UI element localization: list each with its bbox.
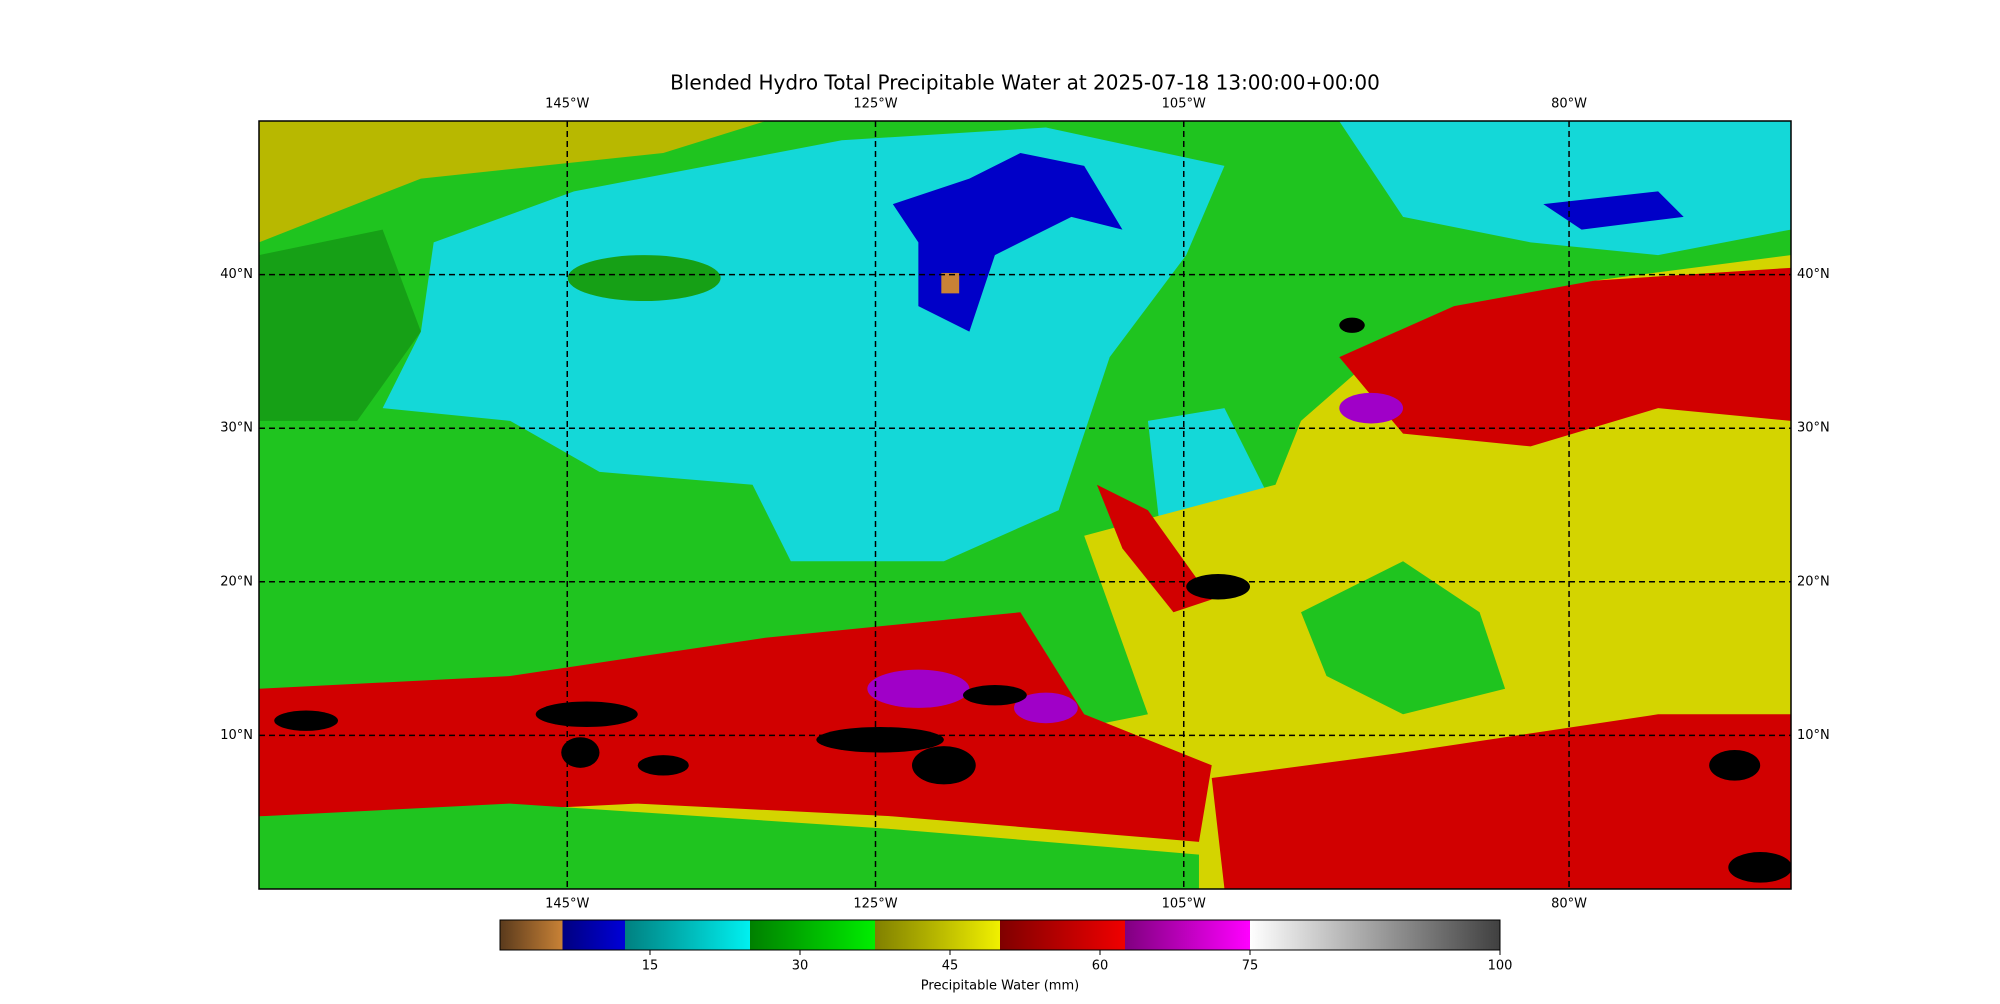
lat-label: 10°N [220, 728, 253, 743]
lat-label: 20°N [1797, 574, 1830, 589]
colorbar-segment [1250, 920, 1500, 950]
lon-label: 125°W [853, 97, 897, 112]
colorbar-segment [625, 920, 750, 950]
region-darkgreen [259, 229, 421, 421]
colorbar-tick-label: 30 [792, 959, 809, 974]
region-red [1339, 267, 1791, 447]
lon-label: 105°W [1162, 97, 1206, 112]
colorbar-tick-label: 15 [642, 959, 659, 974]
colorbar-tick-label: 100 [1488, 959, 1513, 974]
colorbar-segment [750, 920, 875, 950]
region-red [1096, 484, 1212, 613]
map-frame [258, 120, 1792, 890]
lon-label: 80°W [1551, 97, 1587, 112]
colorbar-tick-label: 45 [942, 959, 959, 974]
region-brown [941, 272, 960, 294]
region-green [1301, 561, 1506, 715]
lat-label: 10°N [1797, 728, 1830, 743]
region-red [259, 612, 1212, 842]
lon-label: 80°W [1551, 897, 1587, 912]
lat-label: 40°N [1797, 267, 1830, 282]
lat-label: 20°N [220, 574, 253, 589]
region-cyan [1339, 121, 1791, 256]
region-magenta [867, 392, 1404, 724]
lon-label: 105°W [1162, 897, 1206, 912]
region-blue [1543, 191, 1684, 230]
region-darkgreen [567, 255, 721, 302]
title: Blended Hydro Total Precipitable Water a… [670, 71, 1380, 95]
colorbar-label: Precipitable Water (mm) [921, 979, 1079, 994]
field-regions [259, 121, 1791, 889]
region-yellow [259, 121, 766, 243]
colorbar-segment [875, 920, 1000, 950]
region-red [1211, 714, 1791, 889]
colorbar-segment [562, 920, 625, 950]
lon-label: 145°W [545, 97, 589, 112]
lat-label: 40°N [220, 267, 253, 282]
region-green [259, 803, 1199, 889]
map-field [259, 121, 1791, 889]
colorbar-frame [499, 919, 1501, 951]
colorbar-segment [1125, 920, 1250, 950]
colorbar-tick-label: 75 [1242, 959, 1259, 974]
lon-label: 125°W [853, 897, 897, 912]
lat-label: 30°N [1797, 421, 1830, 436]
colorbar: 15 30 45 60 75 100 [499, 919, 1513, 974]
colorbar-segment [500, 920, 563, 950]
lat-label: 30°N [220, 421, 253, 436]
graticule: 145°W 145°W 125°W 125°W 105°W 105°W 80°W 80°W 10… [220, 97, 1830, 912]
colorbar-tick-label: 60 [1092, 959, 1109, 974]
region-black [274, 317, 1791, 883]
colorbar-segment [1000, 920, 1125, 950]
lon-label: 145°W [545, 897, 589, 912]
